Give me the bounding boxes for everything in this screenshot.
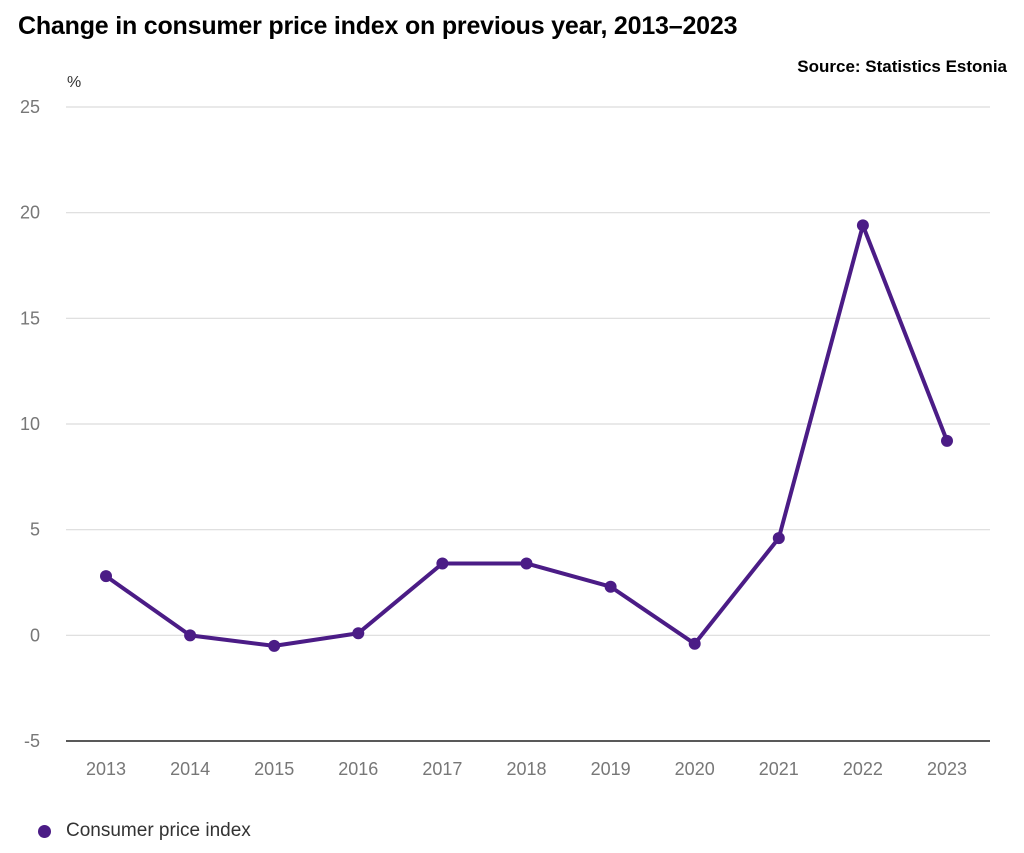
- legend[interactable]: Consumer price index: [38, 820, 251, 842]
- data-point: [520, 557, 533, 570]
- x-tick-label: 2022: [843, 759, 883, 779]
- x-tick-label: 2023: [927, 759, 967, 779]
- series-line: [104, 223, 949, 648]
- y-tick-label: 0: [30, 625, 40, 645]
- data-point: [941, 434, 953, 447]
- data-point: [100, 570, 112, 583]
- x-tick-label: 2018: [506, 759, 546, 779]
- data-point: [436, 557, 449, 570]
- y-tick-label: 5: [30, 520, 40, 540]
- data-point: [856, 219, 869, 232]
- y-tick-label: 10: [20, 414, 40, 434]
- data-point: [184, 629, 197, 642]
- x-tick-label: 2013: [86, 759, 126, 779]
- data-point: [772, 532, 785, 545]
- chart-source: Source: Statistics Estonia: [797, 57, 1007, 76]
- data-point: [352, 627, 365, 640]
- data-point: [268, 639, 281, 652]
- y-tick-label: 15: [20, 308, 40, 328]
- y-tick-label: 25: [20, 97, 40, 117]
- y-tick-label: 20: [20, 203, 40, 223]
- y-axis-unit-label: %: [67, 74, 82, 91]
- legend-label: Consumer price index: [66, 820, 251, 841]
- x-tick-label: 2021: [759, 759, 799, 779]
- chart-title: Change in consumer price index on previo…: [18, 12, 738, 40]
- y-tick-label: -5: [24, 731, 40, 751]
- x-tick-label: 2016: [338, 759, 378, 779]
- legend-marker: [38, 824, 51, 838]
- data-point: [688, 637, 701, 650]
- x-tick-label: 2020: [675, 759, 715, 779]
- x-tick-label: 2017: [422, 759, 462, 779]
- x-tick-label: 2015: [254, 759, 294, 779]
- x-tick-label: 2019: [591, 759, 631, 779]
- x-tick-label: 2014: [170, 759, 210, 779]
- data-point: [604, 580, 617, 593]
